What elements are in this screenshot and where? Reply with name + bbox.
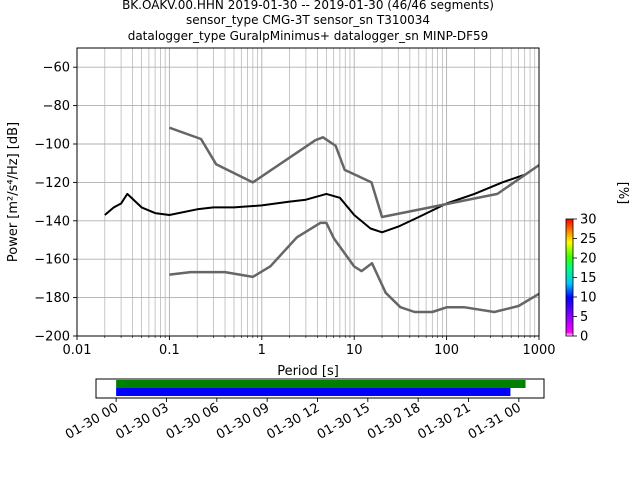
- timeline-tick-label: 01-30 00: [63, 400, 121, 442]
- timeline-tick-label: 01-31 00: [466, 400, 524, 442]
- y-tick-label: −200: [34, 330, 70, 345]
- colorbar-label: [%]: [615, 182, 630, 205]
- colorbar-ticks: 0 5 10 15 20 25 30: [573, 213, 597, 345]
- timeline-bar: [116, 388, 511, 396]
- colorbar-tick-label: 15: [580, 271, 597, 286]
- y-axis-ticks: −200 −180 −160 −140 −120 −100 −80 −60: [34, 61, 77, 345]
- y-tick-label: −160: [34, 253, 70, 268]
- y-axis-label: Power [m²/s⁴/Hz] [dB]: [6, 122, 21, 262]
- x-axis-ticks: 0.01 0.1 1 10 100 1000: [63, 336, 556, 358]
- y-tick-label: −180: [34, 291, 70, 306]
- timeline-tick-label: 01-30 15: [315, 400, 373, 442]
- timeline-tick-label: 01-30 18: [365, 400, 423, 442]
- colorbar-tick-label: 0: [580, 330, 588, 345]
- timeline-tick-label: 01-30 03: [113, 400, 171, 442]
- colorbar-tick-label: 10: [580, 291, 597, 306]
- chart-title-line-3: datalogger_type GuralpMinimus+ datalogge…: [128, 29, 489, 43]
- noise-model-high-line: [168, 126, 539, 219]
- chart-title-line-1: BK.OAKV.00.HHN 2019-01-30 -- 2019-01-30 …: [122, 0, 494, 12]
- timeline-bar: [116, 380, 526, 388]
- psd-lines: [104, 126, 539, 314]
- x-tick-label: 0.1: [159, 343, 180, 358]
- y-tick-label: −80: [43, 99, 70, 114]
- y-tick-label: −60: [43, 61, 70, 76]
- timeline-tick-label: 01-30 09: [214, 400, 272, 442]
- colorbar: [565, 218, 574, 337]
- timeline-tick-label: 01-30 21: [415, 400, 473, 442]
- x-tick-label: 10: [346, 343, 363, 358]
- y-tick-label: −100: [34, 138, 70, 153]
- colorbar-tick-label: 25: [580, 232, 597, 247]
- chart-title-line-2: sensor_type CMG-3T sensor_sn T310034: [186, 13, 430, 27]
- plot-frame: [76, 47, 540, 337]
- y-tick-label: −140: [34, 214, 70, 229]
- colorbar-tick-label: 30: [580, 213, 597, 228]
- mean-line: [104, 173, 526, 234]
- colorbar-tick-label: 5: [580, 310, 588, 325]
- timeline-bars: [116, 380, 526, 396]
- timeline-tick-label: 01-30 12: [264, 400, 322, 442]
- colorbar-tick-label: 20: [580, 252, 597, 267]
- x-axis-label: Period [s]: [277, 364, 339, 379]
- noise-model-low-line: [169, 221, 539, 314]
- timeline-frame: [95, 378, 545, 399]
- x-tick-label: 1: [258, 343, 266, 358]
- plot-grid: [76, 48, 539, 337]
- timeline-tick-label: 01-30 06: [164, 400, 222, 442]
- y-tick-label: −120: [34, 176, 70, 191]
- x-tick-label: 1000: [522, 343, 555, 358]
- x-tick-label: 100: [434, 343, 459, 358]
- x-tick-label: 0.01: [63, 343, 92, 358]
